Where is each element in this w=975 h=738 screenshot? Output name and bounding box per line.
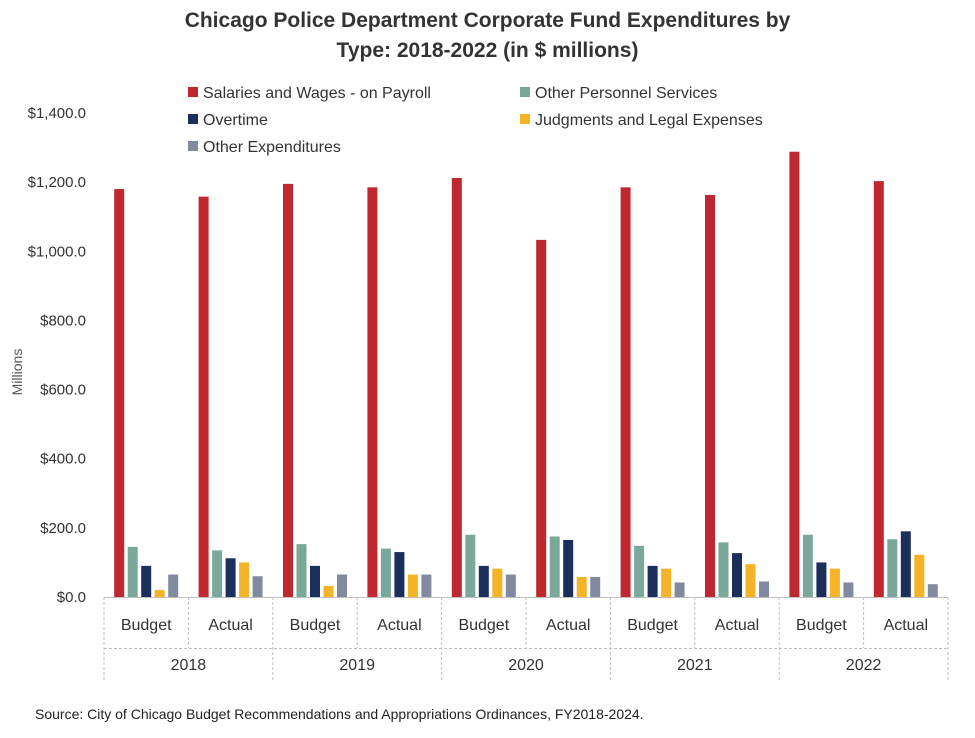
legend-label: Overtime	[203, 112, 268, 129]
bar-other-personnel-services	[802, 534, 813, 597]
chart-title: Chicago Police Department Corporate Fund…	[0, 6, 975, 66]
bar-other-expenditures	[505, 574, 516, 597]
bar-other-expenditures	[337, 574, 347, 597]
bar-other-personnel-services	[127, 546, 138, 597]
bar-overtime	[563, 539, 574, 597]
bar-other-expenditures	[590, 576, 601, 597]
legend-label: Other Expenditures	[203, 139, 341, 156]
bar-other-expenditures	[843, 582, 854, 597]
bar-judgments-and-legal-expenses	[239, 562, 250, 597]
bar-salaries-and-wages-on-payroll	[367, 187, 378, 598]
bar-overtime	[647, 565, 658, 597]
plot-area	[114, 151, 938, 598]
x-tick-label: Actual	[884, 617, 928, 634]
bar-other-personnel-services	[465, 534, 476, 597]
bar-salaries-and-wages-on-payroll	[114, 189, 125, 598]
x-tick-label: Budget	[121, 617, 172, 634]
y-tick-label: $1,000.0	[28, 243, 86, 260]
legend-swatch	[520, 87, 530, 97]
x-group-label: 2020	[508, 657, 544, 674]
chart-legend: Salaries and Wages - on Payroll Other Per…	[188, 85, 763, 156]
y-tick-label: $0.0	[57, 589, 86, 606]
bar-other-personnel-services	[212, 550, 223, 597]
x-group-label: 2019	[339, 657, 375, 674]
y-tick-label: $1,400.0	[28, 105, 86, 122]
bar-salaries-and-wages-on-payroll	[873, 181, 884, 597]
bar-other-personnel-services	[549, 536, 560, 597]
bar-other-expenditures	[927, 584, 938, 597]
x-tick-label: Budget	[796, 617, 847, 634]
bar-judgments-and-legal-expenses	[154, 590, 165, 597]
bar-judgments-and-legal-expenses	[576, 576, 587, 597]
bar-other-expenditures	[759, 581, 769, 597]
y-tick-label: $400.0	[40, 451, 86, 468]
legend-item-overtime: Overtime	[188, 112, 268, 129]
legend-item-other-expenditures: Other Expenditures	[188, 139, 341, 156]
legend-swatch	[188, 141, 198, 151]
y-tick-label: $600.0	[40, 382, 86, 399]
bar-other-personnel-services	[380, 548, 391, 597]
y-tick-label: $800.0	[40, 312, 86, 329]
bar-judgments-and-legal-expenses	[745, 564, 756, 597]
bar-judgments-and-legal-expenses	[407, 574, 418, 597]
x-tick-label: Actual	[377, 617, 421, 634]
legend-item-judgments-and-legal-expenses: Judgments and Legal Expenses	[520, 112, 763, 129]
bar-salaries-and-wages-on-payroll	[198, 196, 209, 598]
bar-other-expenditures	[252, 576, 263, 597]
bar-other-expenditures	[421, 574, 432, 597]
bar-salaries-and-wages-on-payroll	[451, 177, 462, 597]
source-note: Source: City of Chicago Budget Recommend…	[35, 706, 644, 722]
bar-judgments-and-legal-expenses	[323, 585, 334, 597]
bar-overtime	[394, 552, 405, 597]
legend-swatch	[188, 114, 198, 124]
bar-overtime	[478, 565, 489, 597]
chart-title-line-1: Chicago Police Department Corporate Fund…	[184, 9, 791, 32]
bar-overtime	[225, 558, 236, 597]
bar-judgments-and-legal-expenses	[914, 554, 925, 597]
chart-title-line-2: Type: 2018-2022 (in $ millions)	[336, 39, 639, 62]
x-tick-label: Budget	[627, 617, 678, 634]
bar-other-personnel-services	[887, 539, 898, 597]
y-tick-label: $1,200.0	[28, 174, 86, 191]
y-axis: $0.0 $200.0 $400.0 $600.0 $800.0 $1,000.0 $1,2…	[9, 105, 86, 606]
legend-item-salaries-and-wages-on-payroll: Salaries and Wages - on Payroll	[188, 85, 431, 102]
bar-other-expenditures	[168, 574, 179, 597]
x-tick-label: Actual	[546, 617, 590, 634]
x-tick-label: Actual	[715, 617, 759, 634]
bar-judgments-and-legal-expenses	[492, 568, 503, 597]
legend-item-other-personnel-services: Other Personnel Services	[520, 85, 717, 102]
bar-overtime	[816, 562, 827, 597]
x-group-label: 2021	[677, 657, 713, 674]
bar-judgments-and-legal-expenses	[829, 568, 840, 597]
bar-salaries-and-wages-on-payroll	[620, 187, 631, 598]
bar-salaries-and-wages-on-payroll	[789, 151, 800, 597]
bar-judgments-and-legal-expenses	[661, 568, 672, 597]
legend-label: Other Personnel Services	[535, 85, 717, 102]
legend-swatch	[188, 87, 198, 97]
x-tick-label: Budget	[458, 617, 509, 634]
legend-swatch	[520, 114, 530, 124]
bar-other-expenditures	[674, 582, 685, 597]
bar-other-personnel-services	[718, 542, 729, 597]
bar-salaries-and-wages-on-payroll	[705, 194, 715, 598]
x-tick-label: Budget	[290, 617, 341, 634]
y-axis-title: Millions	[9, 349, 25, 396]
legend-label: Judgments and Legal Expenses	[535, 112, 763, 129]
x-group-label: 2022	[846, 657, 882, 674]
legend-label: Salaries and Wages - on Payroll	[203, 85, 431, 102]
bar-salaries-and-wages-on-payroll	[283, 183, 293, 597]
bar-overtime	[141, 565, 152, 597]
bar-overtime	[732, 553, 742, 597]
x-axis: Budget Actual Budget Actual Budget Actual Budg…	[103, 597, 949, 680]
x-tick-label: Actual	[208, 617, 252, 634]
bar-other-personnel-services	[634, 545, 645, 597]
bar-other-personnel-services	[296, 544, 307, 597]
bar-salaries-and-wages-on-payroll	[536, 239, 547, 597]
bar-overtime	[310, 565, 320, 597]
bar-overtime	[900, 531, 911, 597]
x-group-label: 2018	[171, 657, 207, 674]
y-tick-label: $200.0	[40, 520, 86, 537]
